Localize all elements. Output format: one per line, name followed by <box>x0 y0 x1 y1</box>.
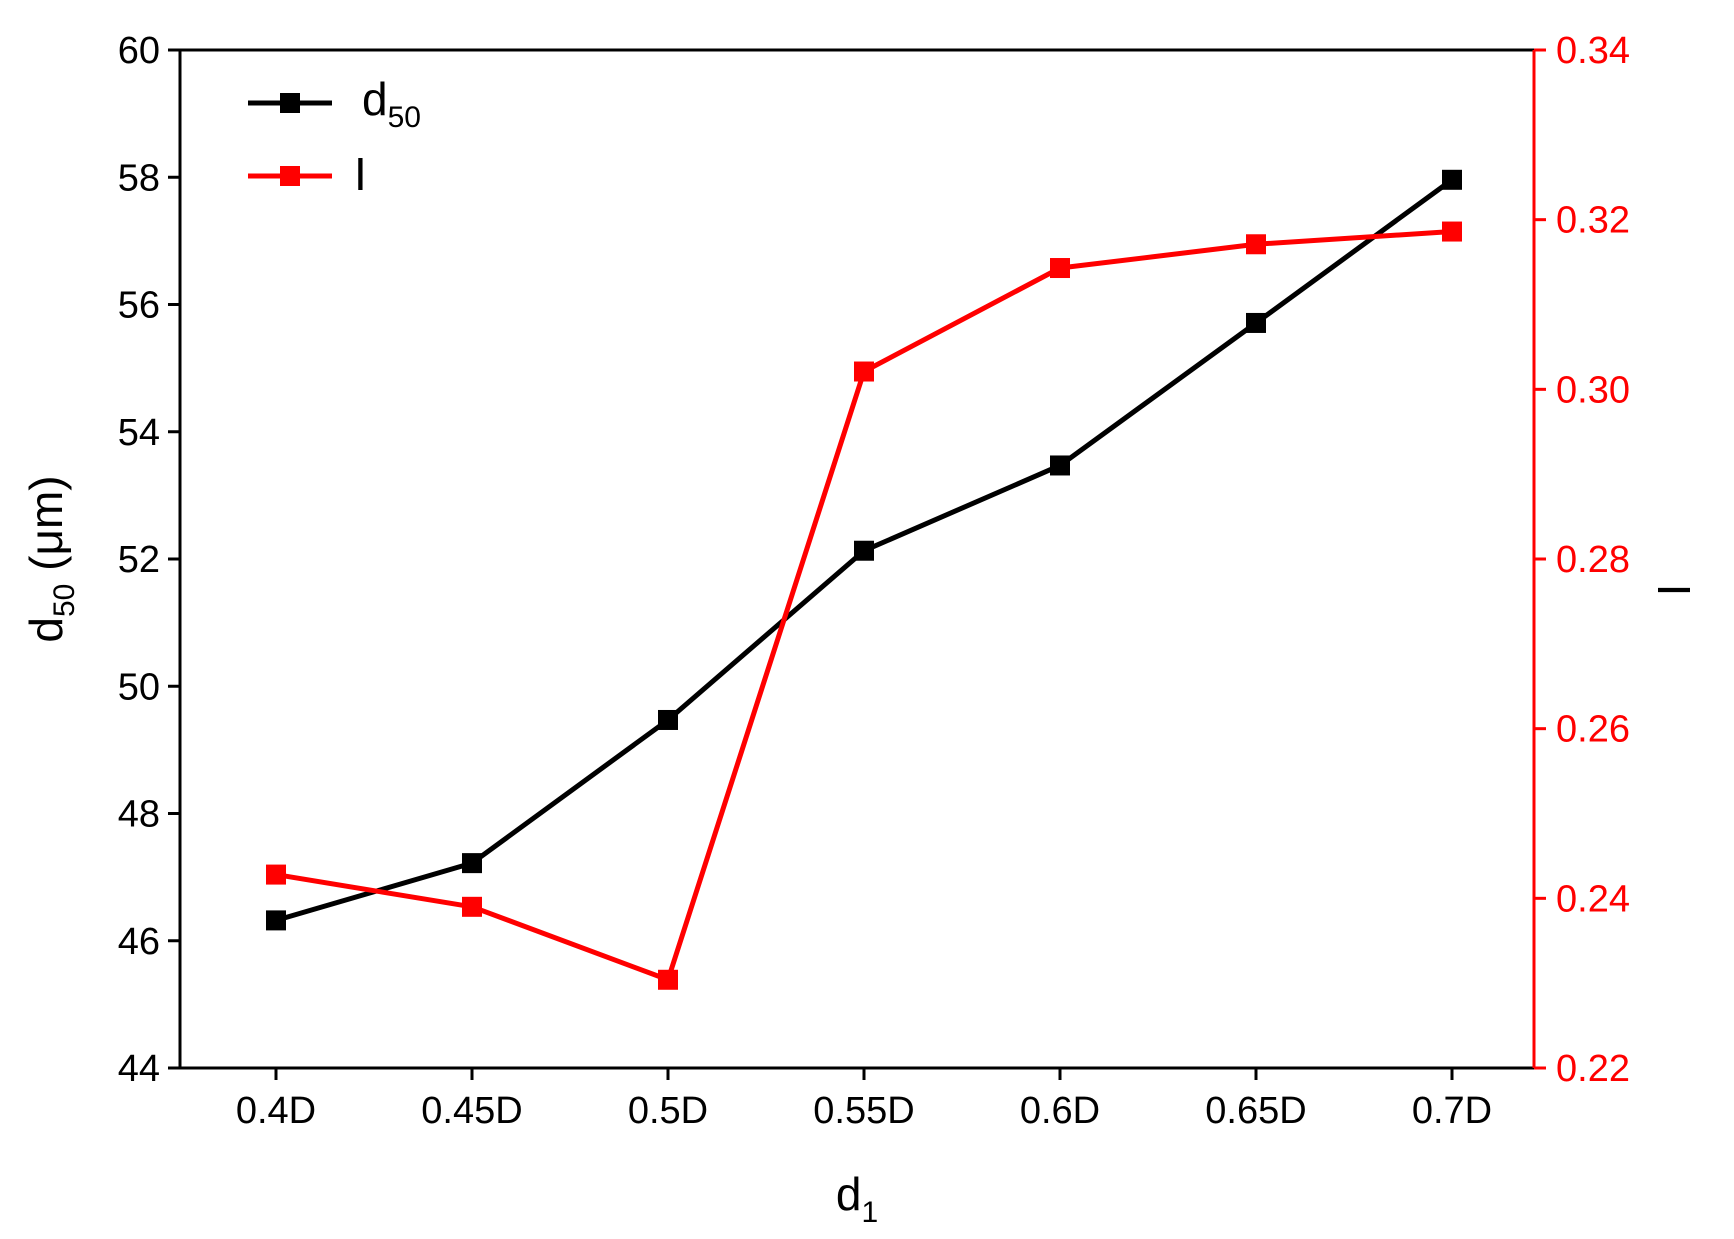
data-point-d50 <box>1442 169 1462 190</box>
data-point-i <box>1246 234 1266 255</box>
x-tick-label: 0.4D <box>236 1090 316 1132</box>
data-point-i <box>1442 221 1462 242</box>
data-point-d50 <box>462 853 482 874</box>
x-tick-label: 0.55D <box>813 1090 914 1132</box>
data-point-d50 <box>266 910 286 931</box>
legend-marker-d50 <box>280 93 300 113</box>
data-point-i <box>658 969 678 990</box>
legend-label-i: I <box>354 148 367 200</box>
legend-marker-i <box>280 166 300 186</box>
data-point-d50 <box>1050 455 1070 476</box>
data-point-d50 <box>1246 312 1266 333</box>
data-point-d50 <box>854 540 874 561</box>
data-point-i <box>854 361 874 382</box>
data-point-d50 <box>658 709 678 730</box>
y-left-tick-label: 52 <box>118 539 160 581</box>
y-left-tick-label: 44 <box>118 1048 160 1090</box>
y-left-tick-label: 56 <box>118 285 160 327</box>
y-left-tick-label: 46 <box>118 921 160 963</box>
x-tick-label: 0.45D <box>421 1090 522 1132</box>
x-tick-label: 0.6D <box>1020 1090 1100 1132</box>
y-left-tick-label: 58 <box>118 157 160 199</box>
data-point-i <box>462 896 482 917</box>
y-right-tick-label: 0.34 <box>1556 30 1630 72</box>
x-axis-title: d1 <box>836 1168 878 1229</box>
legend: d50 I <box>248 73 421 200</box>
legend-label-d50: d50 <box>362 73 421 134</box>
x-tick-label: 0.65D <box>1205 1090 1306 1132</box>
y-axis-right-title: I <box>1648 584 1700 597</box>
data-point-i <box>1050 258 1070 279</box>
y-right-tick-label: 0.26 <box>1556 709 1630 751</box>
y-right-tick-label: 0.24 <box>1556 878 1630 920</box>
y-axis-left-title: d50 (μm) <box>20 475 81 642</box>
y-right-tick-label: 0.22 <box>1556 1048 1630 1090</box>
y-right-tick-label: 0.28 <box>1556 539 1630 581</box>
x-tick-label: 0.7D <box>1412 1090 1492 1132</box>
y-right-tick-label: 0.32 <box>1556 200 1630 242</box>
y-left-tick-label: 60 <box>118 30 160 72</box>
y-left-tick-label: 54 <box>118 412 160 454</box>
x-tick-label: 0.5D <box>628 1090 708 1132</box>
y-left-tick-label: 50 <box>118 666 160 708</box>
data-point-i <box>266 864 286 885</box>
y-right-tick-label: 0.30 <box>1556 369 1630 411</box>
y-left-tick-label: 48 <box>118 794 160 836</box>
